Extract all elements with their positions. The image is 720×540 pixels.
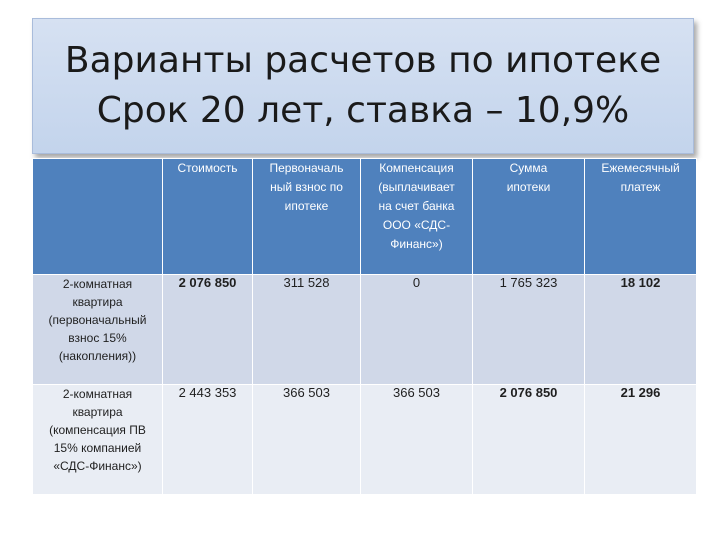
header-cost: Стоимость bbox=[162, 158, 253, 275]
title-line-2: Срок 20 лет, ставка – 10,9% bbox=[96, 90, 630, 131]
cost-value: 2 443 353 bbox=[162, 384, 253, 495]
header-cell-blank bbox=[32, 158, 163, 275]
down-payment-value: 311 528 bbox=[252, 274, 361, 385]
header-compensation: Компенсация (выплачивает на счет банка О… bbox=[360, 158, 473, 275]
row-label: 2-комнатная квартира (первоначальный взн… bbox=[32, 274, 163, 385]
title-box: Варианты расчетов по ипотеке Срок 20 лет… bbox=[32, 18, 694, 154]
compensation-value: 366 503 bbox=[360, 384, 473, 495]
down-payment-value: 366 503 bbox=[252, 384, 361, 495]
mortgage-sum-value: 1 765 323 bbox=[472, 274, 585, 385]
cost-value: 2 076 850 bbox=[162, 274, 253, 385]
row-label: 2-комнатная квартира (компенсация ПВ 15%… bbox=[32, 384, 163, 495]
mortgage-table: Стоимость Первоначаль ный взнос по ипоте… bbox=[32, 158, 697, 495]
compensation-value: 0 bbox=[360, 274, 473, 385]
monthly-payment-value: 18 102 bbox=[584, 274, 697, 385]
header-mortgage-sum: Сумма ипотеки bbox=[472, 158, 585, 275]
header-monthly-payment: Ежемесячный платеж bbox=[584, 158, 697, 275]
monthly-payment-value: 21 296 bbox=[584, 384, 697, 495]
mortgage-sum-value: 2 076 850 bbox=[472, 384, 585, 495]
table-row: 2-комнатная квартира (первоначальный взн… bbox=[32, 274, 697, 385]
table-row: 2-комнатная квартира (компенсация ПВ 15%… bbox=[32, 384, 697, 495]
title-line-1: Варианты расчетов по ипотеке bbox=[64, 40, 662, 81]
table-header-row: Стоимость Первоначаль ный взнос по ипоте… bbox=[32, 158, 697, 275]
header-down-payment: Первоначаль ный взнос по ипотеке bbox=[252, 158, 361, 275]
